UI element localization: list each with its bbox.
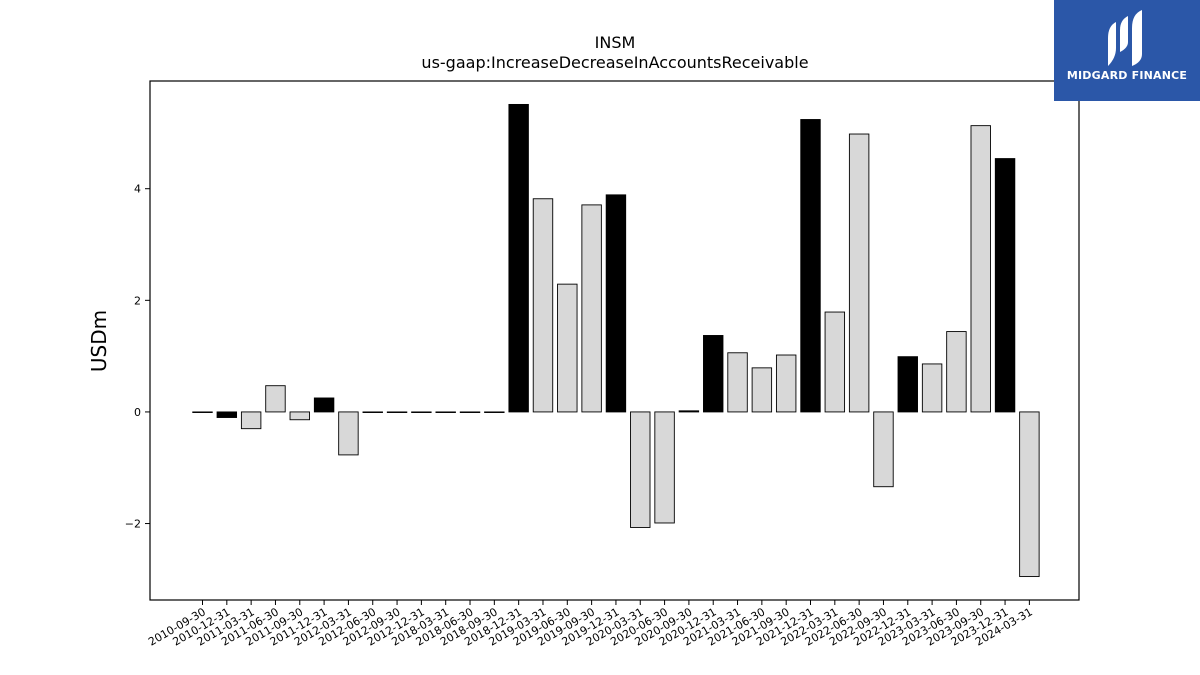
plot-frame — [149, 80, 1080, 601]
bar-2019-03-31 — [532, 198, 554, 413]
bar-2018-03-31 — [435, 411, 456, 413]
bar-2022-09-30 — [873, 411, 894, 488]
y-axis-label: USDm — [87, 310, 111, 372]
bar-2022-03-31 — [824, 311, 846, 413]
bar-2023-03-31 — [921, 363, 943, 413]
bar-2011-06-30 — [265, 385, 286, 413]
bar-2010-12-31 — [216, 411, 238, 418]
bar-2019-09-30 — [581, 204, 602, 413]
bar-2012-12-31 — [411, 411, 432, 413]
bar-2018-09-30 — [484, 411, 505, 413]
bar-2010-09-30 — [192, 411, 213, 413]
bar-2023-12-31 — [994, 158, 1016, 413]
y-tick-label: 0 — [134, 406, 141, 419]
bar-2020-09-30 — [678, 410, 700, 413]
bar-2012-06-30 — [362, 411, 383, 413]
bar-2012-09-30 — [386, 411, 408, 413]
bar-2020-03-31 — [630, 411, 651, 528]
bar-2023-09-30 — [970, 125, 991, 413]
bar-2022-12-31 — [897, 356, 918, 413]
midgard-finance-logo: MIDGARD FINANCE — [1054, 0, 1200, 101]
bar-2020-12-31 — [703, 335, 724, 413]
chart-title: INSM — [595, 33, 636, 52]
y-axis-ticks: −2 0 2 4 — [125, 183, 150, 531]
bar-2018-12-31 — [508, 103, 529, 413]
y-tick-label: 2 — [134, 294, 141, 307]
bar-2020-06-30 — [654, 411, 675, 524]
y-tick-label: −2 — [125, 518, 141, 531]
bar-2023-06-30 — [946, 331, 967, 413]
bar-2011-09-30 — [289, 411, 310, 421]
bars-group — [192, 103, 1040, 578]
y-tick-label: 4 — [134, 183, 141, 196]
bar-2018-06-30 — [459, 411, 481, 413]
chart-subtitle: us-gaap:IncreaseDecreaseInAccountsReceiv… — [421, 53, 808, 72]
bar-2011-12-31 — [313, 397, 335, 413]
bar-2021-06-30 — [751, 367, 773, 413]
midgard-m-icon — [1108, 10, 1142, 66]
bar-2019-06-30 — [557, 283, 578, 413]
bar-2021-03-31 — [727, 352, 748, 413]
bar-2021-12-31 — [800, 119, 821, 413]
x-axis-ticks: 2010-09-302010-12-312011-03-312011-06-30… — [146, 600, 1035, 649]
bar-2019-12-31 — [605, 194, 627, 413]
bar-2022-06-30 — [848, 133, 870, 413]
bar-2024-03-31 — [1019, 411, 1040, 578]
bar-2021-09-30 — [775, 354, 797, 413]
bar-2012-03-31 — [338, 411, 359, 456]
bar-2011-03-31 — [240, 411, 262, 430]
logo-text: MIDGARD FINANCE — [1066, 69, 1188, 82]
